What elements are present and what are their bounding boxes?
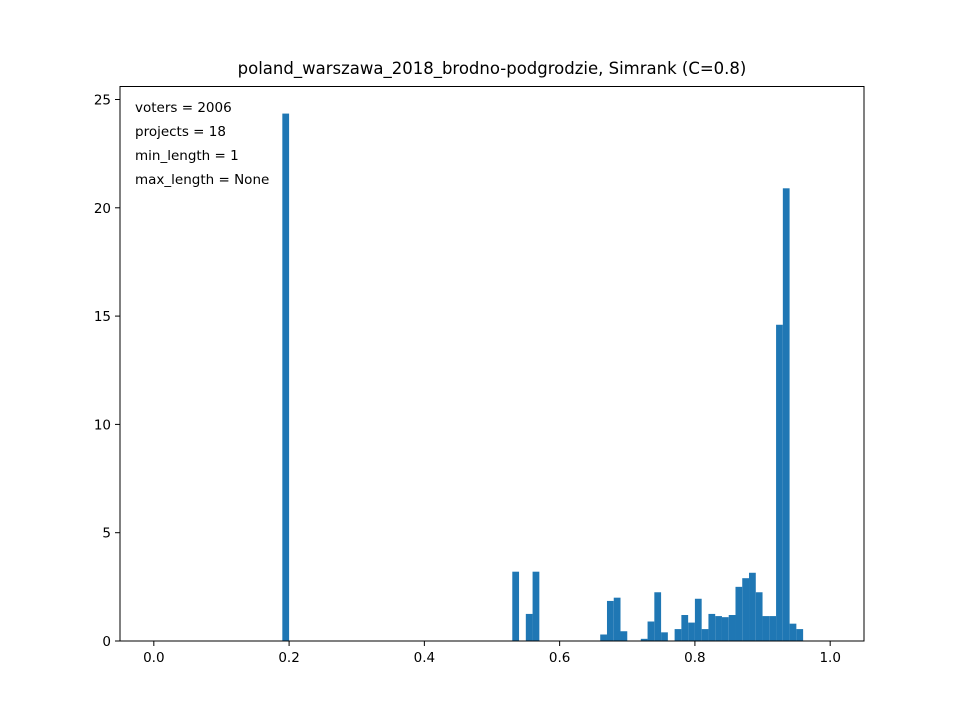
histogram-bar <box>782 188 790 642</box>
histogram-bar <box>282 113 290 641</box>
histogram-bar <box>708 613 716 641</box>
histogram-bar <box>755 592 763 641</box>
histogram-bar <box>620 631 628 641</box>
histogram-bar <box>640 638 648 641</box>
x-tick-label: 1.0 <box>819 650 840 666</box>
histogram-bar <box>647 621 655 641</box>
y-tick-label: 5 <box>102 526 111 542</box>
y-tick-label: 10 <box>94 417 111 433</box>
annotation-line: projects = 18 <box>135 124 226 140</box>
histogram-bar <box>789 623 797 641</box>
histogram-bar <box>512 571 520 641</box>
histogram-bar <box>688 622 695 641</box>
histogram-bar <box>762 616 770 641</box>
annotation-line: voters = 2006 <box>135 100 232 116</box>
histogram-bar <box>742 578 750 641</box>
histogram-bar <box>735 586 743 641</box>
annotation-line: min_length = 1 <box>135 148 239 164</box>
histogram-bar <box>715 616 722 641</box>
histogram-bar <box>654 592 662 641</box>
y-tick-label: 0 <box>102 634 111 650</box>
x-axis: 0.0 0.2 0.4 0.6 0.8 1.0 <box>143 641 841 666</box>
stats-annotation: voters = 2006 projects = 18 min_length = 1… <box>135 100 269 188</box>
x-tick-label: 0.0 <box>143 650 164 666</box>
histogram-bar <box>681 615 689 641</box>
histogram-bar <box>525 613 533 641</box>
histogram-bar <box>600 634 607 641</box>
histogram-bar <box>721 617 729 641</box>
histogram-bar <box>532 571 540 641</box>
y-tick-label: 20 <box>94 201 111 217</box>
x-tick-label: 0.8 <box>684 650 705 666</box>
plot-frame <box>119 86 865 642</box>
histogram-bar <box>769 616 777 641</box>
histogram-bar <box>606 600 614 641</box>
histogram-bar <box>749 572 756 641</box>
bars-group <box>282 113 804 642</box>
x-tick-label: 0.4 <box>414 650 435 666</box>
histogram-bar <box>694 598 702 641</box>
chart-title: poland_warszawa_2018_brodno-podgrodzie, … <box>238 59 747 79</box>
y-tick-label: 15 <box>94 309 111 325</box>
histogram-bar <box>613 597 621 641</box>
annotation-line: max_length = None <box>135 172 269 188</box>
histogram-bar <box>701 629 709 641</box>
y-tick-label: 25 <box>94 92 111 108</box>
histogram-bar <box>796 629 804 641</box>
histogram-bar <box>674 629 682 641</box>
histogram-bar <box>776 324 783 641</box>
histogram-bar <box>661 632 668 641</box>
y-axis: 0 5 10 15 20 25 <box>94 92 120 650</box>
histogram-bar <box>728 615 736 641</box>
x-tick-label: 0.2 <box>278 650 299 666</box>
x-tick-label: 0.6 <box>549 650 570 666</box>
